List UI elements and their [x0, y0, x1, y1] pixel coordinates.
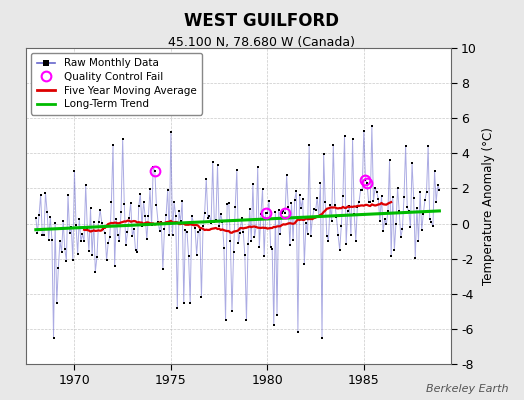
Text: Berkeley Earth: Berkeley Earth [426, 384, 508, 394]
Y-axis label: Temperature Anomaly (°C): Temperature Anomaly (°C) [483, 127, 496, 285]
Text: WEST GUILFORD: WEST GUILFORD [184, 12, 340, 30]
Legend: Raw Monthly Data, Quality Control Fail, Five Year Moving Average, Long-Term Tren: Raw Monthly Data, Quality Control Fail, … [31, 53, 202, 114]
Text: 45.100 N, 78.680 W (Canada): 45.100 N, 78.680 W (Canada) [169, 36, 355, 49]
